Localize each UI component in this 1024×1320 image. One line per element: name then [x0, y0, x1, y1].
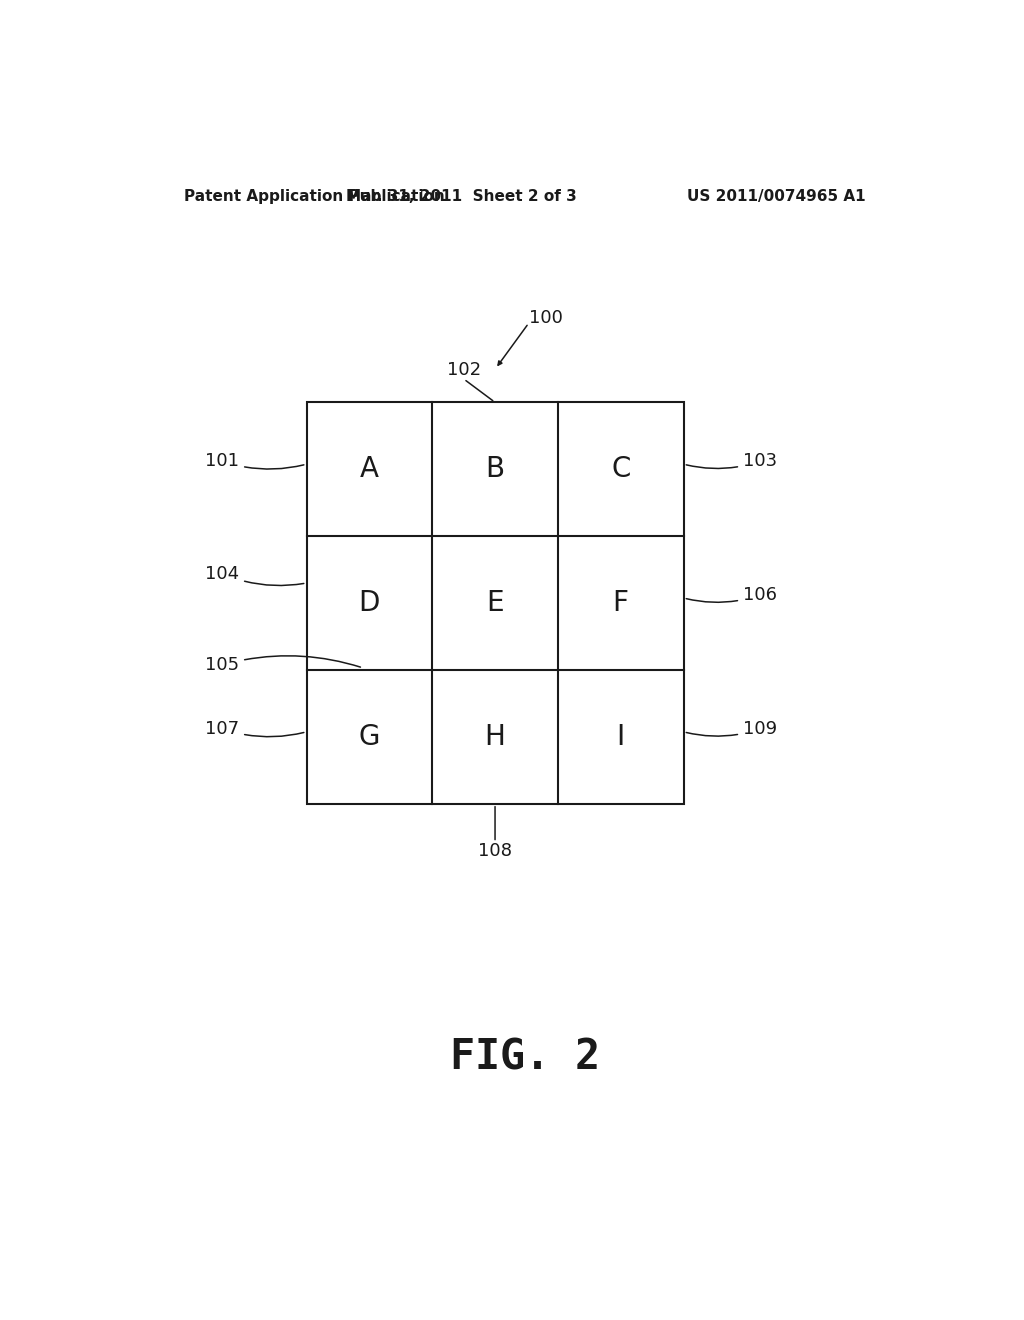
- Text: 100: 100: [528, 309, 562, 327]
- Text: G: G: [358, 723, 380, 751]
- Text: US 2011/0074965 A1: US 2011/0074965 A1: [687, 189, 866, 203]
- Text: C: C: [611, 455, 631, 483]
- Text: 104: 104: [205, 565, 304, 586]
- Text: Patent Application Publication: Patent Application Publication: [183, 189, 444, 203]
- Text: Mar. 31, 2011  Sheet 2 of 3: Mar. 31, 2011 Sheet 2 of 3: [346, 189, 577, 203]
- Text: D: D: [358, 589, 380, 616]
- Text: 101: 101: [205, 453, 304, 470]
- Text: B: B: [485, 455, 505, 483]
- Text: 105: 105: [205, 656, 360, 675]
- Text: F: F: [612, 589, 629, 616]
- Text: FIG. 2: FIG. 2: [450, 1038, 600, 1078]
- Text: 107: 107: [205, 719, 304, 738]
- Bar: [306, 403, 684, 804]
- Text: 102: 102: [446, 360, 480, 379]
- Text: I: I: [616, 723, 625, 751]
- Text: 103: 103: [686, 453, 777, 470]
- Text: 108: 108: [478, 842, 512, 861]
- Text: 109: 109: [686, 719, 777, 738]
- Text: A: A: [359, 455, 379, 483]
- Text: 106: 106: [686, 586, 777, 605]
- Text: E: E: [486, 589, 504, 616]
- Text: H: H: [484, 723, 506, 751]
